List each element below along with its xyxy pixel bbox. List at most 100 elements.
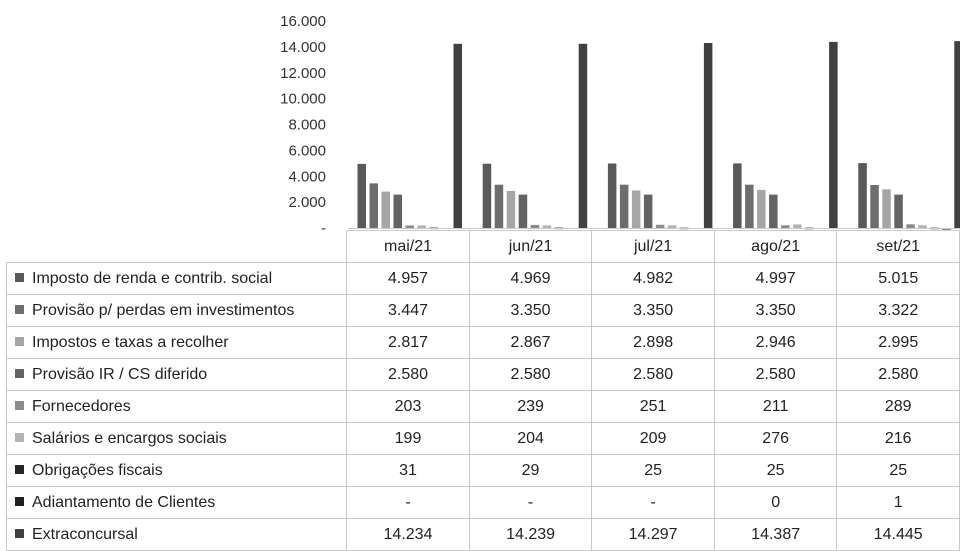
bar	[519, 195, 528, 228]
y-tick-label: 12.000	[280, 65, 326, 82]
data-label: 4.997	[714, 263, 837, 295]
bar	[632, 191, 641, 229]
x-category-label: mai/21	[347, 231, 470, 263]
bar	[394, 195, 403, 228]
data-label: 2.580	[714, 359, 837, 391]
bar	[829, 42, 838, 228]
data-label: 4.969	[469, 263, 592, 295]
bar	[793, 224, 802, 228]
bar	[668, 225, 677, 228]
bar	[406, 225, 415, 228]
bars	[358, 41, 960, 229]
data-label: 2.580	[837, 359, 960, 391]
legend-label: Imposto de renda e contrib. social	[32, 270, 272, 287]
y-tick-label: 6.000	[288, 142, 326, 159]
data-label: 3.350	[592, 295, 715, 327]
bar	[358, 164, 367, 228]
data-label: 2.946	[714, 327, 837, 359]
legend-label: Obrigações fiscais	[32, 462, 163, 479]
legend-swatch	[15, 497, 24, 506]
data-label: 5.015	[837, 263, 960, 295]
legend-label: Impostos e taxas a recolher	[32, 334, 229, 351]
bar	[370, 183, 379, 228]
data-label: 14.297	[592, 519, 715, 551]
data-label: 251	[592, 391, 715, 423]
data-label: 211	[714, 391, 837, 423]
legend-entry: Provisão p/ perdas em investimentos	[7, 295, 347, 327]
x-category-label: jun/21	[469, 231, 592, 263]
legend-swatch	[15, 433, 24, 442]
data-label: 25	[592, 455, 715, 487]
data-label: 2.580	[347, 359, 470, 391]
x-category-label: jul/21	[592, 231, 715, 263]
data-label: -	[469, 487, 592, 519]
data-label: 14.239	[469, 519, 592, 551]
bar	[757, 190, 766, 228]
data-label: -	[592, 487, 715, 519]
data-label: 2.898	[592, 327, 715, 359]
y-tick-label: 8.000	[288, 117, 326, 134]
y-tick-label: 14.000	[280, 39, 326, 56]
data-label: 204	[469, 423, 592, 455]
y-tick-label: 10.000	[280, 91, 326, 108]
bar	[644, 195, 653, 228]
data-label: 216	[837, 423, 960, 455]
x-category-label: set/21	[837, 231, 960, 263]
data-label: 14.445	[837, 519, 960, 551]
bar	[454, 44, 463, 228]
data-label: 0	[714, 487, 837, 519]
bar	[954, 41, 960, 228]
data-label: 3.447	[347, 295, 470, 327]
data-label: 199	[347, 423, 470, 455]
data-label: 2.817	[347, 327, 470, 359]
data-label: 25	[837, 455, 960, 487]
bar	[620, 185, 629, 228]
bar	[733, 163, 742, 228]
data-label: 14.387	[714, 519, 837, 551]
data-label: 203	[347, 391, 470, 423]
bar	[858, 163, 867, 228]
legend-entry: Salários e encargos sociais	[7, 423, 347, 455]
data-label: -	[347, 487, 470, 519]
data-label: 3.350	[469, 295, 592, 327]
bar	[579, 44, 588, 228]
legend-swatch	[15, 337, 24, 346]
bar	[507, 191, 516, 228]
legend-label: Fornecedores	[32, 398, 131, 415]
data-label: 2.867	[469, 327, 592, 359]
table-corner	[7, 231, 347, 263]
bar	[382, 192, 391, 228]
y-axis-ticks: 16.00014.00012.00010.0008.0006.0004.0002…	[280, 13, 326, 232]
bar	[918, 225, 927, 228]
data-label: 29	[469, 455, 592, 487]
chart-plot: 16.00014.00012.00010.0008.0006.0004.0002…	[0, 0, 960, 232]
bar	[906, 224, 915, 228]
legend-swatch	[15, 529, 24, 538]
data-label: 239	[469, 391, 592, 423]
y-tick-label: 16.000	[280, 13, 326, 30]
legend-swatch	[15, 305, 24, 314]
bar	[543, 225, 552, 228]
legend-swatch	[15, 401, 24, 410]
bar	[781, 225, 790, 228]
legend-entry: Fornecedores	[7, 391, 347, 423]
legend-label: Salários e encargos sociais	[32, 430, 227, 447]
data-label: 31	[347, 455, 470, 487]
legend-label: Extraconcursal	[32, 526, 138, 543]
bar	[704, 43, 713, 228]
bar	[769, 195, 778, 228]
bar	[882, 189, 891, 228]
legend-swatch	[15, 369, 24, 378]
legend-entry: Obrigações fiscais	[7, 455, 347, 487]
data-label: 209	[592, 423, 715, 455]
y-tick-label: 4.000	[288, 168, 326, 185]
x-category-label: ago/21	[714, 231, 837, 263]
data-label: 2.580	[469, 359, 592, 391]
